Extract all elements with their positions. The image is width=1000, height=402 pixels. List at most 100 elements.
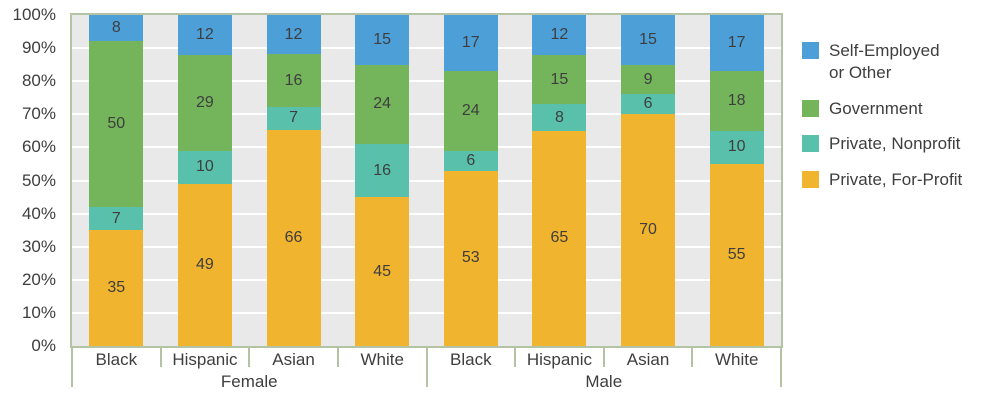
bar-segment: 15 <box>532 54 587 105</box>
bar-segment-value: 12 <box>196 25 214 43</box>
bar-cell: 12 29 10 49 <box>161 15 250 346</box>
y-axis-tick-label: 60% <box>21 137 56 157</box>
gridline <box>72 47 781 50</box>
gridline <box>72 278 781 281</box>
category-label: Hispanic <box>172 350 238 369</box>
bar-segment: 8 <box>532 104 587 131</box>
category-label: Black <box>450 350 492 369</box>
bar-segment-value: 65 <box>550 229 569 247</box>
legend-label: Private, For-Profit <box>829 169 963 189</box>
bar-segment: 29 <box>177 54 232 151</box>
bar-segment-value: 49 <box>196 255 214 273</box>
bar-segment: 10 <box>177 150 232 184</box>
y-axis-tick-label: 80% <box>21 71 56 91</box>
category-label: Black <box>95 350 138 369</box>
category-label: White <box>714 350 759 369</box>
bars: 8 50 7 35 12 29 10 49 12 16 7 66 15 24 16 45 17 24 6 53 12 15… <box>72 15 781 346</box>
gridline <box>72 146 781 149</box>
bar-segment-value: 29 <box>196 93 214 111</box>
bar-segment-value: 66 <box>284 228 303 246</box>
bar-segment-value: 7 <box>111 209 121 227</box>
bar-segment-value: 53 <box>461 249 480 267</box>
bar-segment: 18 <box>709 71 764 131</box>
legend-item: Private, Nonprofit <box>802 133 962 155</box>
legend-item: Self-Employed or Other <box>802 40 962 85</box>
x-axis-category-labels: Black Hispanic Asian White Black Hispanic Asia… <box>72 350 781 370</box>
y-axis-tick-label: 40% <box>21 203 56 223</box>
bar-female-white: 15 24 16 45 <box>355 15 410 346</box>
bar-segment-value: 24 <box>461 101 480 119</box>
plot-area: 8 50 7 35 12 29 10 49 12 16 7 66 15 24 16 45 17 24 6 53 12 15… <box>70 13 783 348</box>
y-axis-tick-label: 30% <box>21 236 56 256</box>
bar-male-black: 17 24 6 53 <box>443 15 498 346</box>
bar-segment-value: 6 <box>643 95 653 113</box>
bar-segment: 17 <box>709 15 764 72</box>
y-axis-tick-label: 70% <box>21 104 56 124</box>
bar-segment: 49 <box>177 183 232 346</box>
bar-segment-value: 15 <box>639 30 657 48</box>
legend-swatch <box>802 135 819 153</box>
bar-segment-value: 6 <box>466 151 476 169</box>
bar-cell: 15 24 16 45 <box>338 15 427 346</box>
category-tick <box>602 346 605 367</box>
y-axis-tick-label: 20% <box>21 269 56 289</box>
bar-segment-value: 18 <box>727 92 746 110</box>
category-tick <box>514 346 517 367</box>
bar-segment-value: 35 <box>107 279 126 297</box>
bar-segment-value: 10 <box>196 158 214 176</box>
category-tick <box>248 346 251 367</box>
bar-segment: 12 <box>532 15 587 55</box>
legend-label: Government <box>829 98 923 118</box>
bar-segment-value: 50 <box>107 115 126 133</box>
bar-segment: 24 <box>443 71 498 151</box>
bar-segment: 15 <box>355 15 410 65</box>
y-axis-tick-label: 10% <box>21 302 56 322</box>
legend-swatch <box>802 170 819 188</box>
bar-segment-value: 15 <box>550 70 569 88</box>
group-divider-tick <box>780 346 782 387</box>
bar-segment: 8 <box>89 15 144 42</box>
bar-segment: 6 <box>443 150 498 171</box>
bar-segment-value: 45 <box>373 262 392 280</box>
bar-segment-value: 8 <box>111 19 121 37</box>
y-axis-tick-label: 100% <box>12 5 56 24</box>
bar-male-hispanic: 12 15 8 65 <box>532 15 587 346</box>
legend-label: Self-Employed or Other <box>829 41 940 83</box>
group-divider-tick <box>425 346 428 387</box>
bar-segment: 66 <box>266 129 321 346</box>
bar-segment: 45 <box>355 197 410 346</box>
bar-segment: 70 <box>621 114 676 346</box>
bar-segment: 17 <box>443 15 498 72</box>
bar-segment: 12 <box>177 15 232 55</box>
y-axis-tick-label: 50% <box>21 170 56 190</box>
bar-segment-value: 17 <box>461 34 480 52</box>
y-axis-tick-label: 90% <box>21 38 56 58</box>
bar-segment-value: 9 <box>643 70 653 88</box>
legend-label: Private, Nonprofit <box>829 134 961 154</box>
group-divider-tick <box>71 346 73 387</box>
bar-segment: 16 <box>355 144 410 198</box>
bar-segment: 24 <box>355 64 410 145</box>
bar-cell: 17 24 6 53 <box>427 15 516 346</box>
bar-segment: 53 <box>443 170 498 346</box>
bar-segment-value: 15 <box>373 30 392 48</box>
gridline <box>72 113 781 116</box>
bar-segment-value: 10 <box>727 138 746 156</box>
category-tick <box>336 346 339 367</box>
bar-segment-value: 24 <box>373 95 392 113</box>
gridline <box>72 80 781 83</box>
bar-segment: 6 <box>621 94 676 115</box>
bar-segment-value: 55 <box>727 245 746 263</box>
bar-segment-value: 12 <box>550 25 569 43</box>
category-label: Asian <box>272 350 315 369</box>
category-tick <box>159 346 162 367</box>
category-label: Hispanic <box>526 350 593 369</box>
bar-segment-value: 12 <box>284 25 303 43</box>
gridline <box>72 179 781 182</box>
bar-female-hispanic: 12 29 10 49 <box>177 15 232 346</box>
legend-swatch <box>802 99 819 117</box>
bar-segment: 65 <box>532 130 587 346</box>
bar-segment-value: 16 <box>373 161 392 179</box>
y-axis: 100% 90% 80% 70% 60% 50% 40% 30% 20% 10% 0% <box>0 0 56 402</box>
